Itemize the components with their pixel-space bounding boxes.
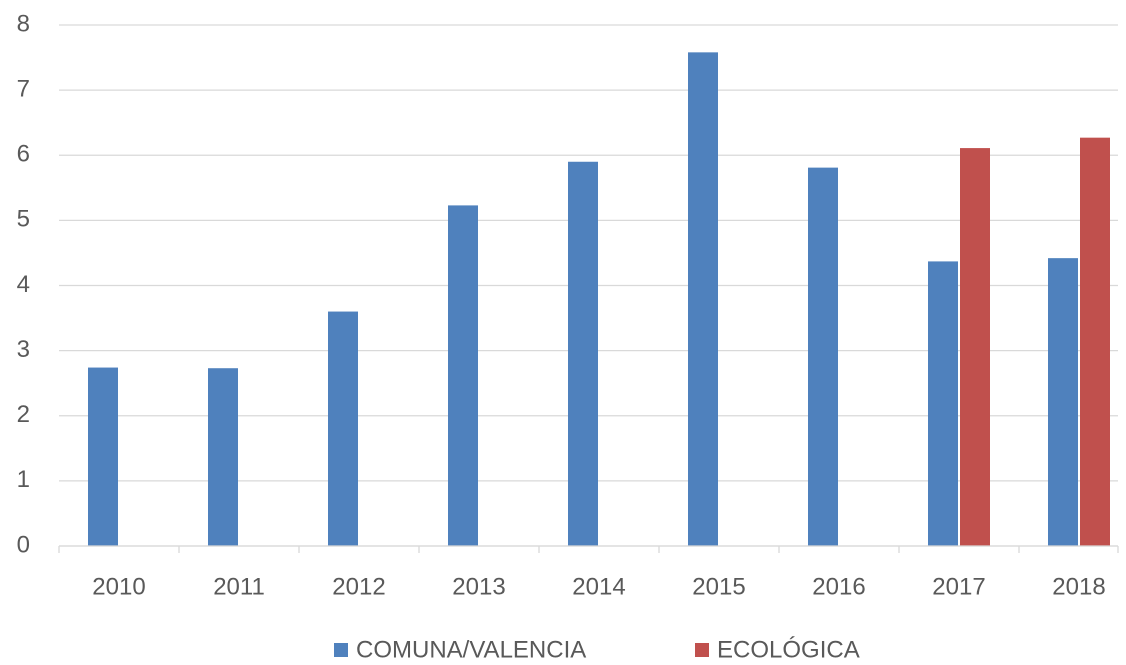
y-tick-label: 2 xyxy=(17,401,30,428)
y-tick-label: 0 xyxy=(17,531,30,558)
bar xyxy=(1080,137,1110,546)
y-tick-label: 1 xyxy=(17,466,30,493)
bar xyxy=(688,52,718,546)
legend-label: COMUNA/VALENCIA xyxy=(356,636,586,663)
y-tick-label: 3 xyxy=(17,336,30,363)
bar xyxy=(808,167,838,546)
x-tick-label: 2013 xyxy=(452,573,505,600)
y-tick-label: 6 xyxy=(17,141,30,168)
bar xyxy=(208,368,238,546)
y-tick-label: 7 xyxy=(17,75,30,102)
x-tick-label: 2012 xyxy=(332,573,385,600)
x-tick-label: 2011 xyxy=(213,573,265,600)
x-tick-label: 2010 xyxy=(92,573,145,600)
bar xyxy=(960,148,990,546)
legend-swatch xyxy=(334,643,348,657)
bar xyxy=(1048,258,1078,546)
bar xyxy=(328,311,358,546)
y-tick-label: 4 xyxy=(17,271,30,298)
x-tick-label: 2015 xyxy=(692,573,745,600)
x-tick-label: 2016 xyxy=(812,573,865,600)
bar xyxy=(88,367,118,546)
x-tick-label: 2018 xyxy=(1052,573,1105,600)
y-tick-label: 8 xyxy=(17,10,30,37)
bar xyxy=(448,205,478,547)
x-tick-label: 2014 xyxy=(572,573,625,600)
legend-label: ECOLÓGICA xyxy=(717,636,860,663)
bar xyxy=(568,161,598,546)
y-tick-label: 5 xyxy=(17,206,30,233)
x-tick-label: 2017 xyxy=(932,573,985,600)
bar xyxy=(928,261,958,546)
legend-swatch xyxy=(695,643,709,657)
